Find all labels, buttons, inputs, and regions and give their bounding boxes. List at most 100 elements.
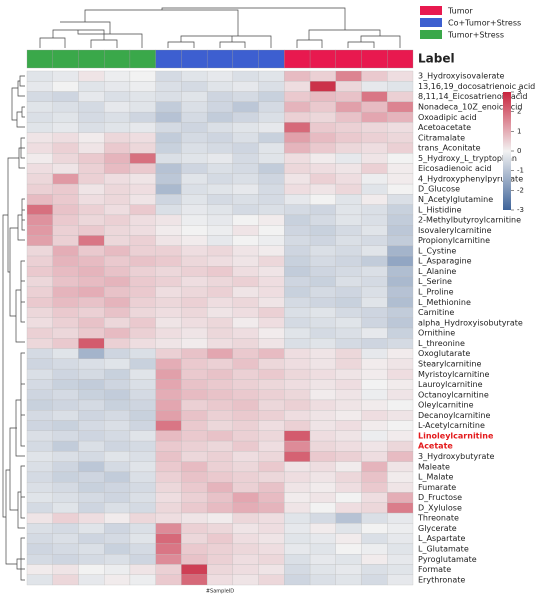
heatmap-cell <box>78 183 105 195</box>
heatmap-cell <box>309 183 336 195</box>
heatmap-cell <box>26 492 53 503</box>
heatmap-cell <box>52 81 79 92</box>
heatmap-cell <box>309 214 336 226</box>
heatmap-cell <box>206 266 234 277</box>
heatmap-cell <box>309 235 336 246</box>
annotation-cell <box>284 49 311 69</box>
row-dendrogram <box>2 75 25 581</box>
heatmap-cell <box>361 183 388 195</box>
heatmap-cell <box>181 389 208 401</box>
heatmap-cell <box>258 91 285 102</box>
heatmap-cell <box>155 482 182 493</box>
row-label: Glycerate <box>418 524 457 533</box>
heatmap-cell <box>52 111 79 123</box>
heatmap-cell <box>284 554 311 565</box>
annotation-title: Label <box>418 52 455 66</box>
heatmap-cell <box>284 533 311 545</box>
heatmap-cell <box>78 153 105 164</box>
heatmap-cell <box>181 276 208 288</box>
heatmap-cell <box>155 142 182 154</box>
row-label: 3_Hydroxyisovalerate <box>418 72 505 81</box>
annotation-cell <box>361 49 388 69</box>
heatmap-cell <box>78 132 105 144</box>
heatmap-cell <box>361 564 388 575</box>
heatmap-cell <box>155 70 182 82</box>
heatmap-cell <box>232 430 259 442</box>
heatmap-cell <box>284 492 311 503</box>
heatmap-cell <box>232 410 259 421</box>
heatmap-cell <box>155 214 182 226</box>
row-label: Nonadeca_10Z_enoic acid <box>418 102 522 111</box>
heatmap-cell <box>206 142 234 154</box>
heatmap-cell <box>26 564 53 575</box>
heatmap-cell <box>52 327 79 339</box>
heatmap-cell <box>78 142 105 154</box>
heatmap-cell <box>26 81 53 92</box>
heatmap-cell <box>232 204 259 216</box>
heatmap-cell <box>129 173 156 185</box>
heatmap-cell <box>258 420 285 431</box>
heatmap-cell <box>361 276 388 288</box>
heatmap-cell <box>335 153 362 164</box>
heatmap-cell <box>78 492 105 503</box>
heatmap-cell <box>309 327 336 339</box>
heatmap-cell <box>206 523 234 534</box>
heatmap-cell <box>78 502 105 514</box>
heatmap-cell <box>335 183 362 195</box>
heatmap-cell <box>104 214 131 226</box>
heatmap-cell <box>335 492 362 503</box>
heatmap-cell <box>258 276 285 288</box>
heatmap-cell <box>78 173 105 185</box>
heatmap-cell <box>26 533 53 545</box>
heatmap-cell <box>284 266 311 277</box>
heatmap-cell <box>335 81 362 92</box>
heatmap-cell <box>26 420 53 431</box>
heatmap-cell <box>309 245 336 257</box>
heatmap-cell <box>335 410 362 421</box>
heatmap-cell <box>335 122 362 133</box>
heatmap-cell <box>387 574 414 586</box>
heatmap-cell <box>232 368 259 380</box>
heatmap-cell <box>387 471 414 483</box>
heatmap-cell <box>258 81 285 92</box>
heatmap-cell <box>155 327 182 339</box>
heatmap-cell <box>361 358 388 370</box>
heatmap-cell <box>206 245 234 257</box>
heatmap-cell <box>387 338 414 349</box>
heatmap-cell <box>206 276 234 288</box>
heatmap-cell <box>104 163 131 174</box>
heatmap-cell <box>104 440 131 452</box>
heatmap-cell <box>335 235 362 246</box>
heatmap-cell <box>181 307 208 318</box>
heatmap-cell <box>26 204 53 216</box>
heatmap-cell <box>129 194 156 205</box>
heatmap-cell <box>78 451 105 462</box>
heatmap-cell <box>52 543 79 555</box>
heatmap-cell <box>387 286 414 298</box>
heatmap-cell <box>361 430 388 442</box>
heatmap-cell <box>78 255 105 267</box>
colorbar-tick-label: 2 <box>517 108 521 116</box>
heatmap-cell <box>129 338 156 349</box>
heatmap-cell <box>361 523 388 534</box>
heatmap-cell <box>361 492 388 503</box>
heatmap-cell <box>387 451 414 462</box>
heatmap-cell <box>387 420 414 431</box>
heatmap-cell <box>284 163 311 174</box>
heatmap-cell <box>361 502 388 514</box>
heatmap-cell <box>52 70 79 82</box>
heatmap-cell <box>387 564 414 575</box>
heatmap-cell <box>258 512 285 524</box>
heatmap-cell <box>181 266 208 277</box>
heatmap-cell <box>335 194 362 205</box>
heatmap-cell <box>78 440 105 452</box>
heatmap-cell <box>104 153 131 164</box>
heatmap-cell <box>181 183 208 195</box>
heatmap-cell <box>387 173 414 185</box>
heatmap-cell <box>104 574 131 586</box>
heatmap-cell <box>232 492 259 503</box>
row-label: Isovalerylcarnitine <box>418 226 492 235</box>
heatmap-cell <box>52 255 79 267</box>
heatmap-cell <box>181 379 208 390</box>
heatmap-cell <box>387 122 414 133</box>
